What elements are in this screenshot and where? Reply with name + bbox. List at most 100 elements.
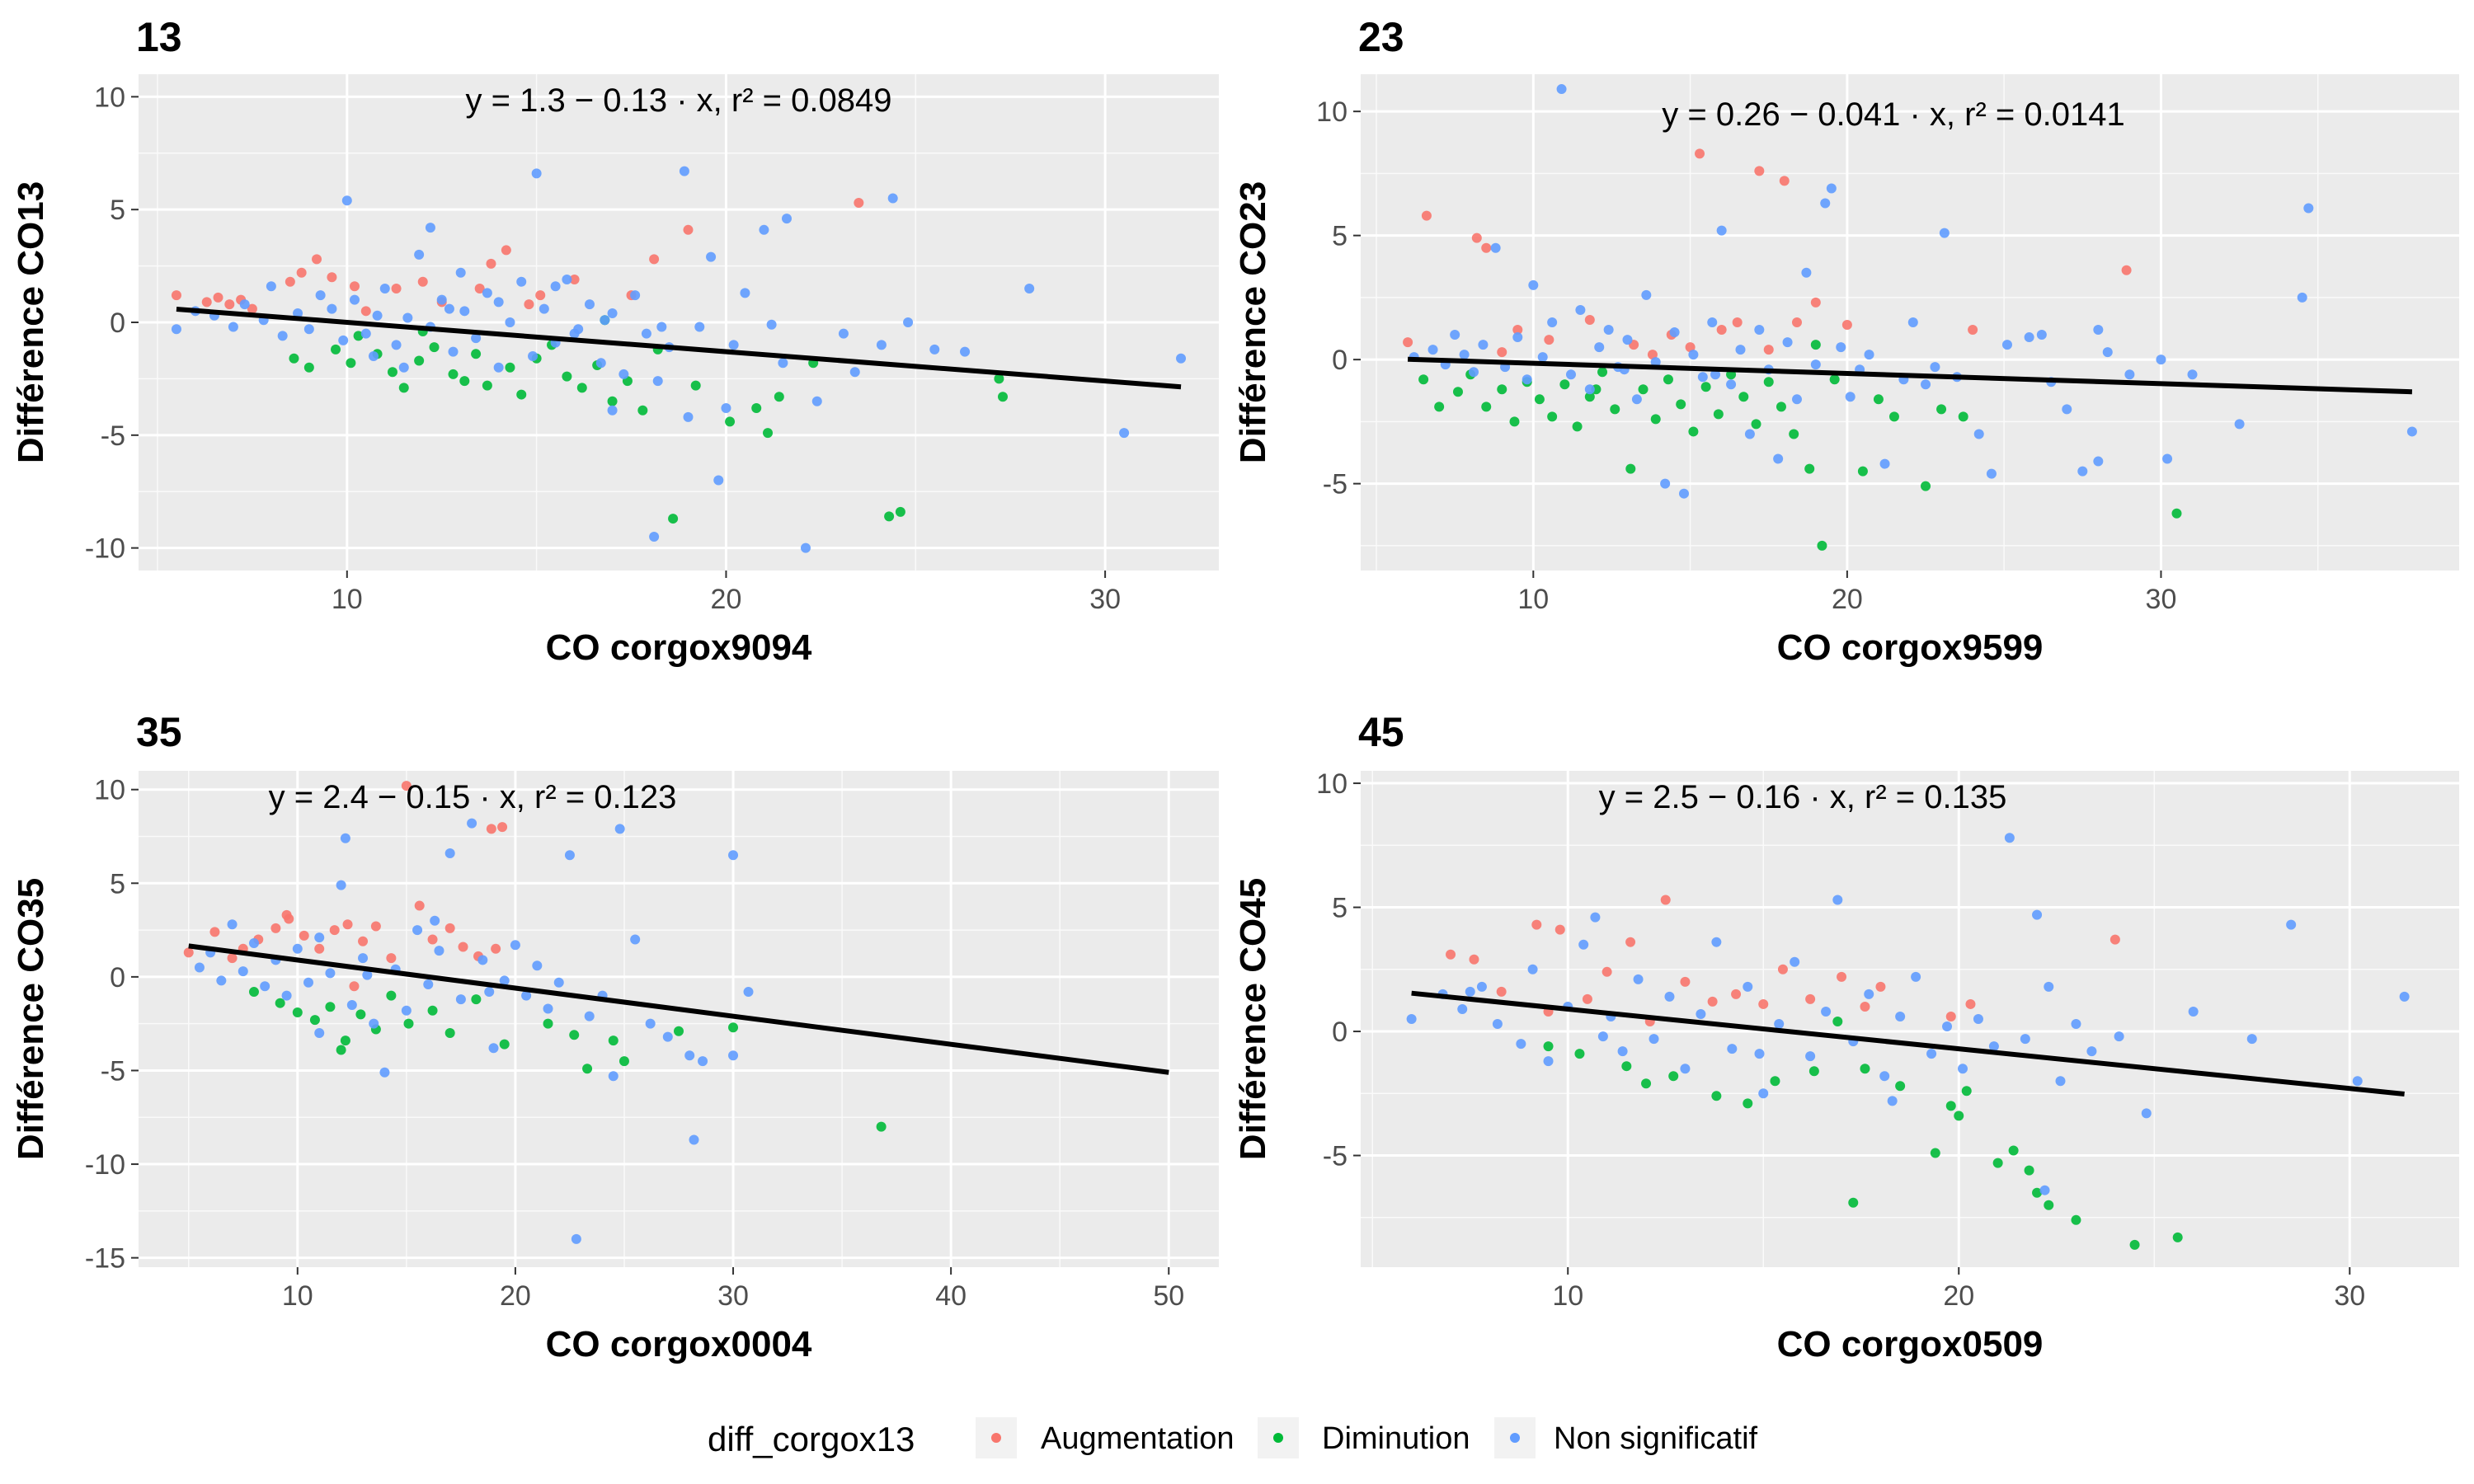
data-point-diminution [1544, 1041, 1554, 1051]
data-point-non-significatif [1743, 982, 1752, 992]
data-point-diminution [884, 511, 894, 521]
data-point-non-significatif [744, 987, 754, 997]
data-point-non-significatif [630, 290, 640, 300]
data-point-diminution [449, 369, 459, 379]
data-point-non-significatif [1516, 1039, 1526, 1049]
data-point-diminution [459, 376, 469, 386]
legend-key-diminution [1258, 1417, 1299, 1458]
panel-title: 13 [136, 14, 182, 60]
y-tick-label: -10 [85, 533, 125, 565]
data-point-non-significatif [445, 848, 455, 858]
data-point-diminution [1668, 1071, 1678, 1081]
data-point-augmentation [297, 268, 307, 278]
data-point-non-significatif [600, 315, 609, 325]
data-point-non-significatif [1974, 429, 1984, 439]
x-tick-label: 20 [1832, 584, 1863, 615]
data-point-diminution [877, 1122, 887, 1132]
data-point-diminution [2044, 1200, 2053, 1210]
data-point-augmentation [428, 934, 438, 944]
data-point-diminution [1858, 467, 1868, 477]
data-point-non-significatif [266, 281, 276, 291]
data-point-non-significatif [2025, 332, 2034, 342]
legend-label-diminution: Diminution [1322, 1421, 1470, 1456]
data-point-diminution [1962, 1086, 1972, 1096]
data-point-diminution [1804, 464, 1814, 474]
data-point-non-significatif [1792, 394, 1802, 404]
data-point-non-significatif [801, 543, 811, 553]
data-point-non-significatif [238, 966, 248, 976]
data-point-non-significatif [430, 916, 440, 926]
panel-title: 45 [1358, 709, 1404, 755]
data-point-non-significatif [1528, 280, 1538, 290]
y-tick-label: 0 [1332, 1017, 1348, 1048]
data-point-diminution [1743, 1098, 1752, 1108]
data-point-diminution [1621, 1061, 1631, 1071]
legend-dot-non-significatif [1510, 1433, 1520, 1443]
data-point-non-significatif [630, 934, 640, 944]
x-axis-title: CO corgox9094 [546, 627, 812, 668]
data-point-diminution [725, 416, 735, 426]
data-point-diminution [293, 1007, 303, 1017]
data-point-non-significatif [684, 1050, 694, 1060]
data-point-augmentation [1695, 148, 1705, 158]
data-point-non-significatif [2400, 992, 2410, 1002]
data-point-diminution [482, 381, 492, 391]
data-point-non-significatif [2044, 982, 2053, 992]
data-point-diminution [1418, 374, 1428, 384]
data-point-non-significatif [2189, 1007, 2199, 1017]
data-point-non-significatif [2235, 419, 2245, 429]
data-point-augmentation [1403, 337, 1413, 347]
data-point-non-significatif [314, 932, 324, 942]
data-point-non-significatif [1465, 987, 1475, 997]
y-tick-label: 0 [110, 962, 125, 993]
data-point-non-significatif [347, 1000, 357, 1010]
data-point-non-significatif [402, 313, 412, 323]
data-point-augmentation [214, 293, 223, 303]
data-point-diminution [516, 390, 526, 400]
data-point-diminution [1921, 481, 1931, 491]
data-point-non-significatif [571, 1234, 581, 1244]
data-point-diminution [1676, 399, 1686, 409]
data-point-augmentation [2110, 935, 2120, 945]
data-point-non-significatif [2040, 1186, 2050, 1195]
data-point-non-significatif [1735, 345, 1745, 355]
data-point-non-significatif [1790, 957, 1799, 967]
data-point-augmentation [1875, 982, 1885, 992]
data-point-augmentation [459, 942, 468, 952]
data-point-diminution [1625, 464, 1635, 474]
y-tick-label: 10 [94, 775, 125, 806]
data-point-non-significatif [1888, 1096, 1898, 1106]
data-point-non-significatif [1491, 243, 1501, 253]
data-point-non-significatif [2142, 1108, 2152, 1118]
data-point-diminution [1959, 411, 1968, 421]
data-point-diminution [355, 1009, 365, 1019]
data-point-diminution [388, 367, 397, 377]
data-point-non-significatif [2286, 920, 2296, 930]
data-point-non-significatif [380, 284, 390, 294]
data-point-non-significatif [282, 991, 292, 1001]
data-point-non-significatif [1566, 369, 1576, 379]
data-point-non-significatif [1428, 345, 1438, 355]
data-point-non-significatif [782, 214, 792, 223]
data-point-augmentation [2122, 265, 2132, 275]
data-point-non-significatif [532, 168, 542, 178]
data-point-augmentation [1422, 211, 1432, 221]
data-point-augmentation [487, 824, 496, 834]
x-tick-label: 30 [2334, 1280, 2365, 1312]
data-point-augmentation [418, 277, 428, 287]
x-axis-title: CO corgox9599 [1777, 627, 2044, 668]
data-point-augmentation [524, 299, 534, 309]
data-point-non-significatif [740, 288, 750, 298]
data-point-non-significatif [412, 925, 422, 935]
data-point-diminution [763, 428, 773, 438]
data-point-diminution [1497, 384, 1507, 394]
data-point-diminution [1946, 1101, 1956, 1111]
y-tick-label: 5 [1332, 893, 1348, 924]
data-point-non-significatif [249, 938, 259, 948]
data-point-diminution [275, 998, 285, 1008]
data-point-non-significatif [484, 987, 494, 997]
data-point-augmentation [1754, 166, 1764, 176]
data-point-augmentation [1758, 999, 1768, 1009]
data-point-diminution [341, 1036, 350, 1045]
data-point-non-significatif [1696, 1009, 1705, 1019]
